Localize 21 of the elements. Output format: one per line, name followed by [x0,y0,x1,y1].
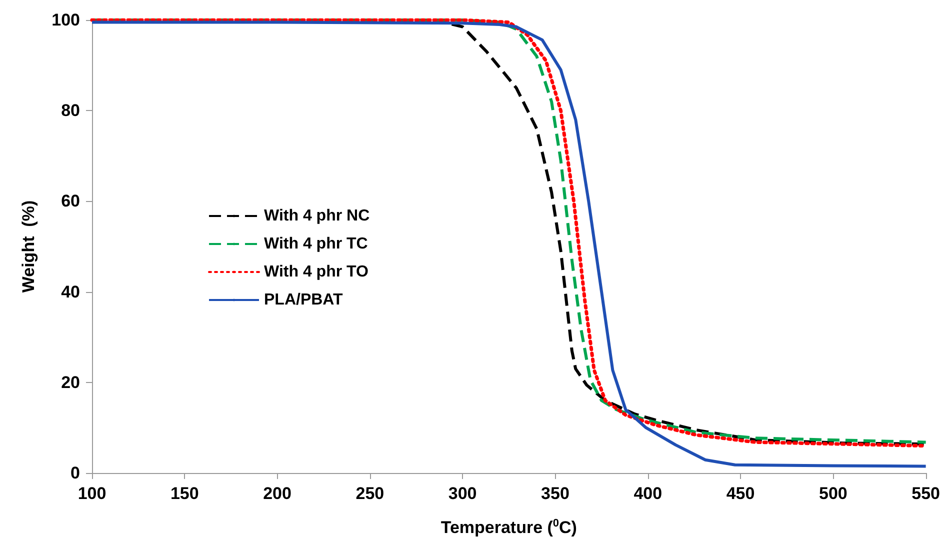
legend-label: With 4 phr NC [264,208,370,224]
x-tick-label: 200 [263,484,292,503]
legend-label: PLA/PBAT [264,292,344,308]
x-tick-label: 400 [634,484,662,503]
x-tick-label: 300 [448,484,477,503]
y-tick-label: 0 [70,464,80,482]
y-tick-label: 100 [52,10,80,30]
x-tick-label: 150 [170,484,199,503]
y-tick-label: 80 [61,101,80,120]
x-tick-label: 550 [912,484,940,503]
y-tick-label: 60 [61,192,80,211]
y-axis-title: Weight (%) [19,200,38,293]
legend-label: With 4 phr TO [264,264,368,280]
x-tick-label: 500 [818,484,848,503]
legend-label: With 4 phr TC [264,236,368,252]
x-tick-label: 350 [541,484,570,503]
x-tick-label: 250 [356,484,384,503]
y-tick-label: 40 [61,282,80,302]
x-tick-label: 100 [78,484,106,503]
x-tick-label: 450 [726,484,755,503]
y-tick-label: 20 [61,372,80,392]
